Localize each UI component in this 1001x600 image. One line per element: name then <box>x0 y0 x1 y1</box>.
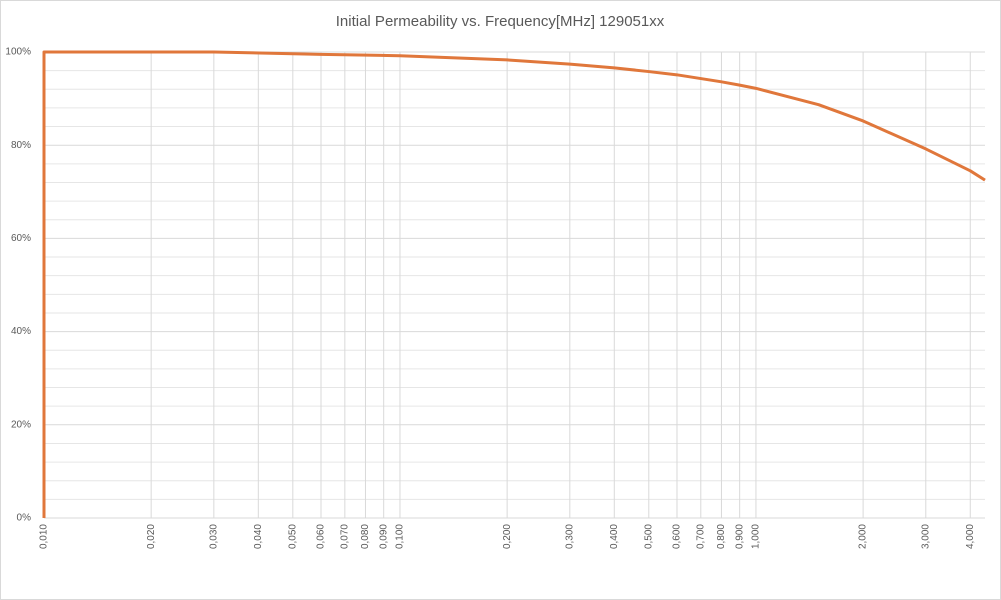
y-tick-label: 40% <box>11 326 31 337</box>
x-tick-label: 0,600 <box>672 524 683 549</box>
x-tick-label: 0,400 <box>609 524 620 549</box>
data-line <box>42 50 986 518</box>
x-tick-label: 0,300 <box>564 524 575 549</box>
x-tick-label: 0,020 <box>146 524 157 549</box>
x-tick-label: 0,200 <box>502 524 513 549</box>
chart-title: Initial Permeability vs. Frequency[MHz] … <box>336 13 665 30</box>
y-tick-label: 100% <box>5 47 31 58</box>
x-tick-label: 0,900 <box>734 524 745 549</box>
x-tick-label: 0,010 <box>39 524 50 549</box>
x-tick-label: 0,090 <box>378 524 389 549</box>
x-tick-label: 0,040 <box>253 524 264 549</box>
x-tick-label: 0,030 <box>208 524 219 549</box>
x-tick-label: 0,100 <box>395 524 406 549</box>
x-tick-label: 2,000 <box>858 524 869 549</box>
x-tick-label: 0,070 <box>339 524 350 549</box>
x-tick-label: 0,080 <box>360 524 371 549</box>
x-tick-label: 0,050 <box>287 524 298 549</box>
x-tick-label: 3,000 <box>920 524 931 549</box>
x-tick-label: 0,500 <box>643 524 654 549</box>
x-tick-label: 4,000 <box>965 524 976 549</box>
x-tick-label: 0,060 <box>316 524 327 549</box>
x-tick-label: 0,800 <box>716 524 727 549</box>
y-tick-label: 80% <box>11 140 31 151</box>
y-tick-label: 60% <box>11 233 31 244</box>
y-tick-label: 0% <box>17 513 32 524</box>
y-tick-label: 20% <box>11 419 31 430</box>
x-tick-label: 1,000 <box>751 524 762 549</box>
x-tick-label: 0,700 <box>695 524 706 549</box>
